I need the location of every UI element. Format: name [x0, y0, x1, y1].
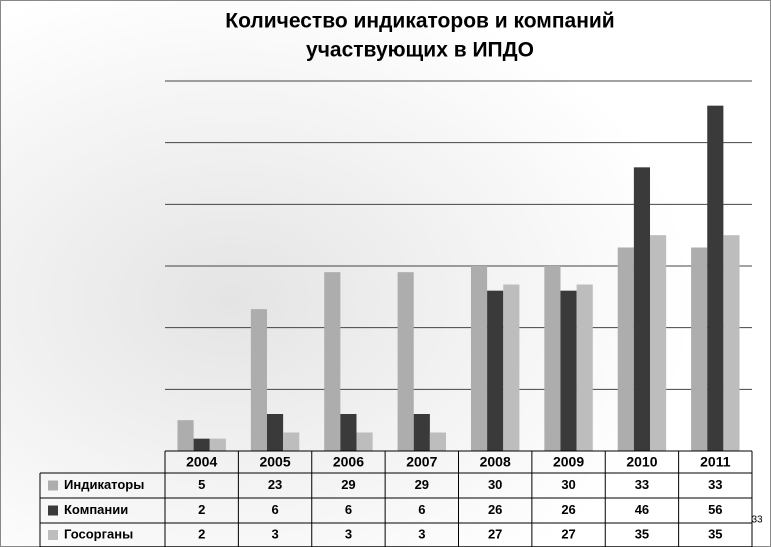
bar: [633, 167, 651, 452]
table-value: 33: [708, 477, 722, 492]
bar: [723, 235, 740, 451]
x-tick-label: 2004: [186, 454, 217, 470]
legend-label: Госорганы: [64, 526, 133, 541]
bar: [691, 247, 708, 451]
bar: [397, 272, 414, 451]
bar: [544, 266, 561, 451]
legend-label: Компании: [64, 502, 128, 517]
x-tick-label: 2007: [406, 454, 437, 470]
table-value: 2: [198, 502, 205, 517]
x-tick-label: 2009: [553, 454, 584, 470]
bar: [707, 105, 724, 452]
table-value: 26: [488, 502, 502, 517]
bar: [209, 438, 226, 451]
table-value: 30: [561, 477, 575, 492]
bar: [413, 414, 430, 451]
table-value: 3: [418, 526, 425, 541]
x-tick-label: 2005: [259, 454, 290, 470]
bar: [560, 290, 577, 451]
slide-number: 33: [751, 515, 763, 526]
legend-label: Индикаторы: [64, 477, 144, 492]
table-value: 27: [488, 526, 502, 541]
chart-title: Количество индикаторов и компаний: [225, 10, 614, 33]
bar: [503, 284, 520, 451]
bar: [356, 432, 373, 451]
bar: [470, 266, 488, 451]
x-tick-label: 2006: [333, 454, 364, 470]
table-value: 6: [345, 502, 352, 517]
table-value: 30: [488, 477, 502, 492]
chart-title: участвующих в ИПДО: [306, 39, 534, 62]
table-value: 6: [418, 502, 425, 517]
bar: [576, 284, 593, 451]
bar: [429, 432, 447, 451]
table-value: 5: [198, 477, 205, 492]
table-value: 35: [708, 526, 722, 541]
table-value: 56: [708, 502, 722, 517]
table-value: 35: [635, 526, 649, 541]
bar: [266, 414, 284, 451]
bar: [487, 290, 504, 451]
table-value: 46: [635, 502, 649, 517]
x-tick-label: 2010: [626, 454, 657, 470]
table-value: 2: [198, 526, 205, 541]
table-value: 23: [268, 477, 282, 492]
bar: [617, 247, 634, 451]
table-value: 26: [561, 502, 575, 517]
bar: [193, 438, 210, 451]
legend-swatch: [48, 480, 58, 491]
bar: [283, 432, 300, 451]
legend-swatch: [48, 505, 58, 516]
x-tick-label: 2011: [700, 454, 731, 470]
table-value: 3: [271, 526, 278, 541]
bar: [250, 309, 267, 451]
table-value: 29: [341, 477, 355, 492]
table-value: 3: [345, 526, 352, 541]
x-tick-label: 2008: [480, 454, 511, 470]
table-value: 27: [561, 526, 575, 541]
bar: [650, 235, 667, 451]
table-value: 6: [271, 502, 278, 517]
bar: [324, 272, 341, 451]
bar: [340, 414, 357, 451]
bar: [177, 420, 194, 451]
table-value: 29: [415, 477, 429, 492]
table-value: 33: [635, 477, 649, 492]
legend-swatch: [48, 530, 58, 540]
